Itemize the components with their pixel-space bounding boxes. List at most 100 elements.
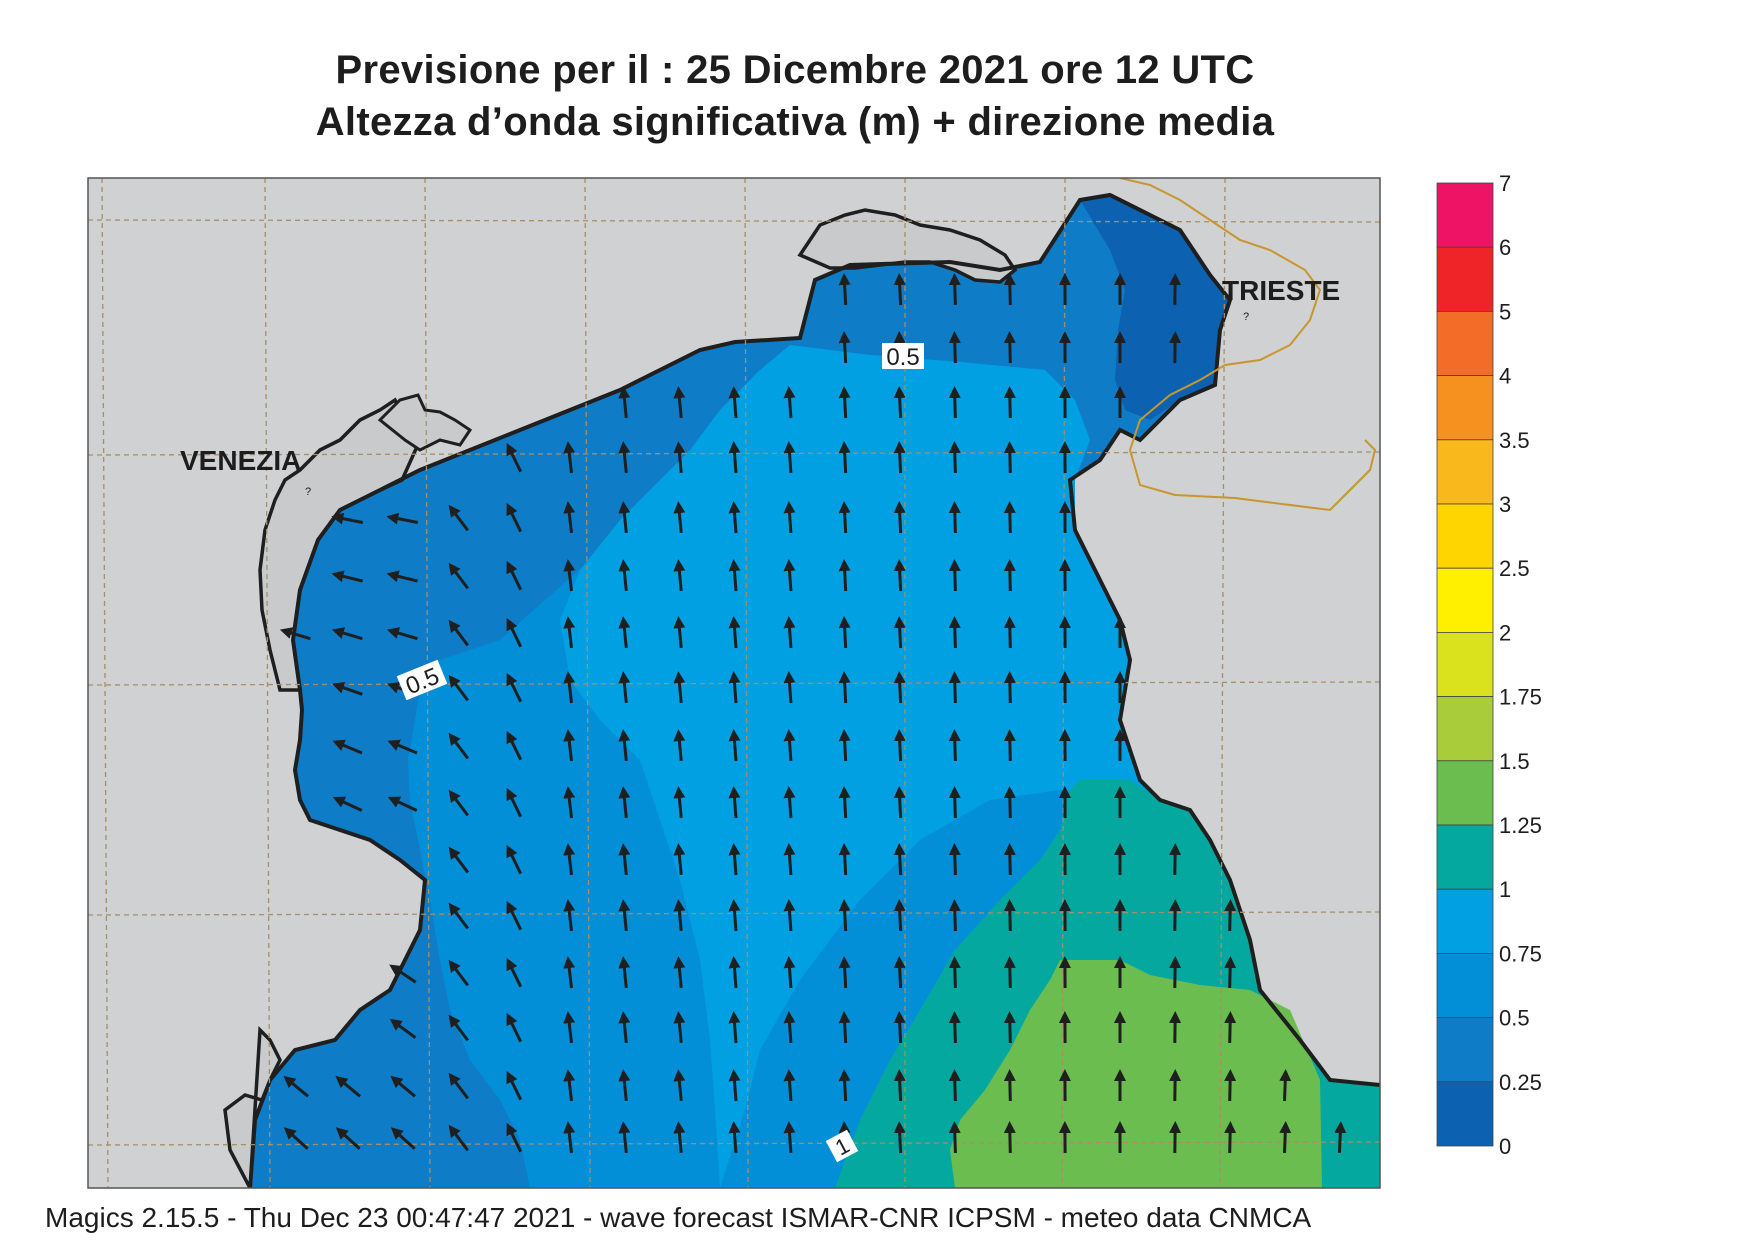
wave-arrow: [618, 729, 631, 762]
wave-arrow: [618, 1121, 631, 1154]
wave-arrow: [673, 956, 686, 989]
wave-arrow: [563, 956, 576, 989]
wave-arrow: [506, 617, 523, 648]
legend-tick-label: 1.5: [1499, 749, 1530, 774]
map-frame: [87, 177, 1381, 1189]
wave-arrow: [948, 501, 961, 534]
legend-swatch: [1436, 1081, 1494, 1147]
wave-arrow: [728, 1011, 741, 1044]
wave-arrow: [618, 671, 631, 704]
wave-arrow: [1003, 729, 1016, 762]
wave-arrow: [448, 1124, 469, 1152]
wave-arrow: [948, 786, 961, 819]
legend-swatch: [1436, 503, 1494, 569]
wave-arrow: [673, 729, 686, 762]
wave-arrow: [783, 671, 796, 704]
wave-arrow: [838, 273, 851, 306]
trieste-marker-icon: ?: [1243, 311, 1249, 323]
wave-arrow: [563, 786, 576, 819]
wave-arrow: [1003, 559, 1016, 592]
contour-label-south: 1: [825, 1129, 859, 1163]
venice-islands: [377, 393, 473, 452]
wave-arrow: [673, 1011, 686, 1044]
wave-arrow: [673, 843, 686, 876]
wave-arrow: [1003, 331, 1016, 364]
wave-arrow: [783, 501, 796, 534]
wave-arrow: [618, 1069, 631, 1102]
wave-arrow: [838, 501, 851, 534]
wave-arrow: [783, 386, 796, 419]
wave-arrow: [728, 441, 741, 474]
wave-arrow: [448, 1014, 469, 1042]
contour-label-north: 0.5: [882, 343, 924, 371]
wave-arrow: [1279, 1121, 1292, 1154]
wave-arrow: [331, 512, 364, 525]
legend-tick-label: 1.25: [1499, 813, 1542, 838]
legend-tick-label: 3: [1499, 492, 1511, 517]
wave-arrow: [783, 956, 796, 989]
wave-arrow: [728, 559, 741, 592]
wave-direction-arrows: [279, 273, 1347, 1154]
color-scale-legend: 7 6 5 4 3.5 3 2.5 2 1.75 1.5 1.25 1 0.75 0.5 0.25 0: [1436, 171, 1542, 1159]
wave-arrow: [893, 786, 906, 819]
wave-arrow: [948, 1069, 961, 1102]
wave-arrow: [1003, 273, 1016, 306]
wave-arrow: [728, 1121, 741, 1154]
wave-arrow: [728, 616, 741, 649]
wave-arrow: [838, 1011, 851, 1044]
wave-arrow: [673, 899, 686, 932]
sea-zone-075-1: [560, 345, 1170, 1188]
coastline: [248, 192, 1380, 1188]
wave-arrow: [387, 796, 418, 812]
wave-arrow: [948, 273, 961, 306]
wave-arrow: [1224, 956, 1237, 989]
legend-swatch: [1436, 888, 1494, 954]
wave-arrow: [618, 559, 631, 592]
wave-arrow: [728, 501, 741, 534]
wave-arrow: [506, 900, 523, 931]
wave-arrow: [1003, 501, 1016, 534]
wave-arrow: [1003, 386, 1016, 419]
wave-arrow: [948, 441, 961, 474]
venice-marker-icon: ?: [305, 486, 311, 498]
wave-arrow: [1003, 441, 1016, 474]
wave-arrow: [673, 1121, 686, 1154]
wave-arrow: [506, 560, 523, 591]
wave-arrow: [283, 1075, 309, 1098]
wave-arrow: [1003, 671, 1016, 704]
legend-tick-label: 0.25: [1499, 1070, 1542, 1095]
wave-arrow: [838, 1069, 851, 1102]
wave-arrow: [838, 441, 851, 474]
wave-arrow: [563, 616, 576, 649]
wave-arrow: [332, 796, 363, 812]
wave-arrow: [673, 1069, 686, 1102]
wave-arrow: [331, 570, 363, 583]
wave-arrow: [618, 786, 631, 819]
legend-tick-label: 0.5: [1499, 1006, 1530, 1031]
legend-swatch: [1436, 696, 1494, 762]
legend-swatch: [1436, 439, 1494, 505]
legend-swatch: [1436, 760, 1494, 826]
wave-arrow: [673, 616, 686, 649]
legend-swatch: [1436, 182, 1494, 248]
wave-arrow: [506, 1122, 523, 1153]
wave-arrow: [387, 739, 418, 755]
wave-arrow: [893, 616, 906, 649]
wave-arrow: [1003, 956, 1016, 989]
wave-arrow: [448, 902, 469, 930]
footer-credits: Magics 2.15.5 - Thu Dec 23 00:47:47 2021…: [45, 1202, 1312, 1233]
wave-arrow: [838, 616, 851, 649]
wave-arrow: [618, 501, 631, 534]
wave-arrow: [1334, 1121, 1347, 1154]
wave-arrow: [448, 504, 469, 532]
wave-arrow: [1224, 1121, 1237, 1154]
wave-arrow: [1224, 1011, 1237, 1044]
wave-arrow: [618, 843, 631, 876]
wave-arrow: [1003, 616, 1016, 649]
legend-swatch: [1436, 1017, 1494, 1083]
wave-arrow: [728, 843, 741, 876]
wave-arrow: [1003, 899, 1016, 932]
wave-arrow: [893, 671, 906, 704]
wave-arrow: [331, 627, 363, 641]
